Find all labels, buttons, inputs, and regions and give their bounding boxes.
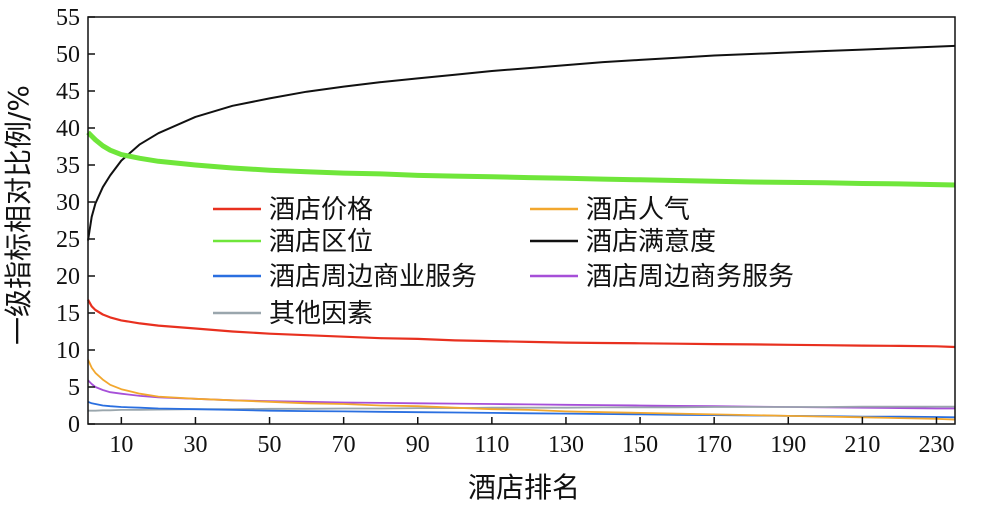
y-tick-label: 55 xyxy=(56,5,80,31)
x-tick-label: 10 xyxy=(109,432,133,458)
y-tick-label: 5 xyxy=(68,375,80,401)
plot-area xyxy=(86,44,956,421)
legend-label: 酒店满意度 xyxy=(586,227,716,257)
x-tick-label: 70 xyxy=(332,432,356,458)
x-tick-label: 230 xyxy=(918,432,954,458)
y-tick-label: 0 xyxy=(68,412,80,438)
y-tick-label: 25 xyxy=(56,227,80,253)
x-tick-label: 50 xyxy=(258,432,282,458)
series-line-3 xyxy=(87,44,956,241)
legend-label: 酒店周边商务服务 xyxy=(586,262,794,292)
series-line-5 xyxy=(87,379,955,410)
y-tick-label: 15 xyxy=(56,301,80,327)
axes: 0 5 10 15 20 25 30 35 40 45 50 55 10 30 50 70 90 110 130 15… xyxy=(56,5,956,458)
x-axis-title: 酒店排名 xyxy=(468,471,580,504)
x-tick-label: 170 xyxy=(696,432,732,458)
x-tick-label: 90 xyxy=(406,432,430,458)
y-tick-label: 50 xyxy=(56,42,80,68)
series-line-6 xyxy=(88,405,955,412)
y-axis-title: 一级指标相对比例/% xyxy=(2,85,35,345)
series-line-2 xyxy=(86,130,956,188)
plot-frame xyxy=(87,16,956,425)
y-tick-label: 10 xyxy=(56,338,80,364)
x-tick-label: 150 xyxy=(622,432,658,458)
series-line-1 xyxy=(87,359,956,421)
y-tick-label: 40 xyxy=(56,116,80,142)
y-tick-label: 30 xyxy=(56,190,80,216)
x-tick-label: 110 xyxy=(474,432,509,458)
x-tick-label: 210 xyxy=(844,432,880,458)
legend-label: 酒店价格 xyxy=(269,195,373,225)
legend-label: 酒店周边商业服务 xyxy=(269,262,477,292)
legend-label: 其他因素 xyxy=(269,299,373,329)
series-line-0 xyxy=(87,299,956,349)
y-tick-label: 35 xyxy=(56,153,80,179)
y-tick-label: 45 xyxy=(56,79,80,105)
x-tick-label: 30 xyxy=(183,432,207,458)
y-tick-label: 20 xyxy=(56,264,80,290)
legend-label: 酒店区位 xyxy=(269,227,373,257)
x-tick-label: 190 xyxy=(770,432,806,458)
x-tick-label: 130 xyxy=(548,432,584,458)
legend-label: 酒店人气 xyxy=(586,195,690,225)
